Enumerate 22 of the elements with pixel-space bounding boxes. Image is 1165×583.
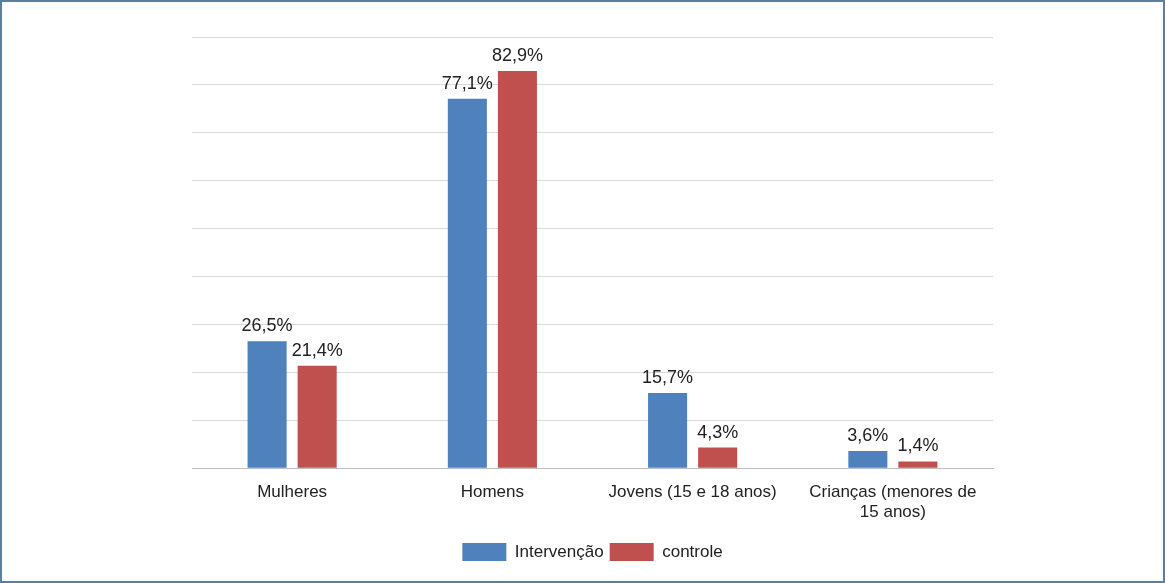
bar [898, 461, 938, 468]
bar [648, 392, 688, 468]
data-label: 1,4% [897, 435, 939, 456]
data-label: 4,3% [697, 421, 739, 442]
bar [447, 98, 487, 468]
x-tick-label: Mulheres [257, 482, 328, 502]
legend-label: Intervenção [514, 541, 604, 561]
data-label: 21,4% [291, 339, 343, 360]
data-label: 77,1% [441, 72, 493, 93]
x-tick-label: Homens [460, 482, 525, 502]
bar [247, 341, 287, 468]
data-label: 3,6% [847, 424, 889, 445]
data-label: 26,5% [241, 315, 293, 336]
bar [848, 450, 888, 468]
bar [297, 365, 337, 468]
data-label: 15,7% [642, 366, 694, 387]
x-tick-label: Crianças (menores de 15 anos) [809, 482, 977, 522]
x-tick-label: Jovens (15 e 18 anos) [608, 482, 777, 502]
data-label: 82,9% [491, 44, 543, 65]
bar [698, 447, 738, 468]
bar [497, 71, 537, 468]
legend-label: controle [662, 541, 723, 561]
